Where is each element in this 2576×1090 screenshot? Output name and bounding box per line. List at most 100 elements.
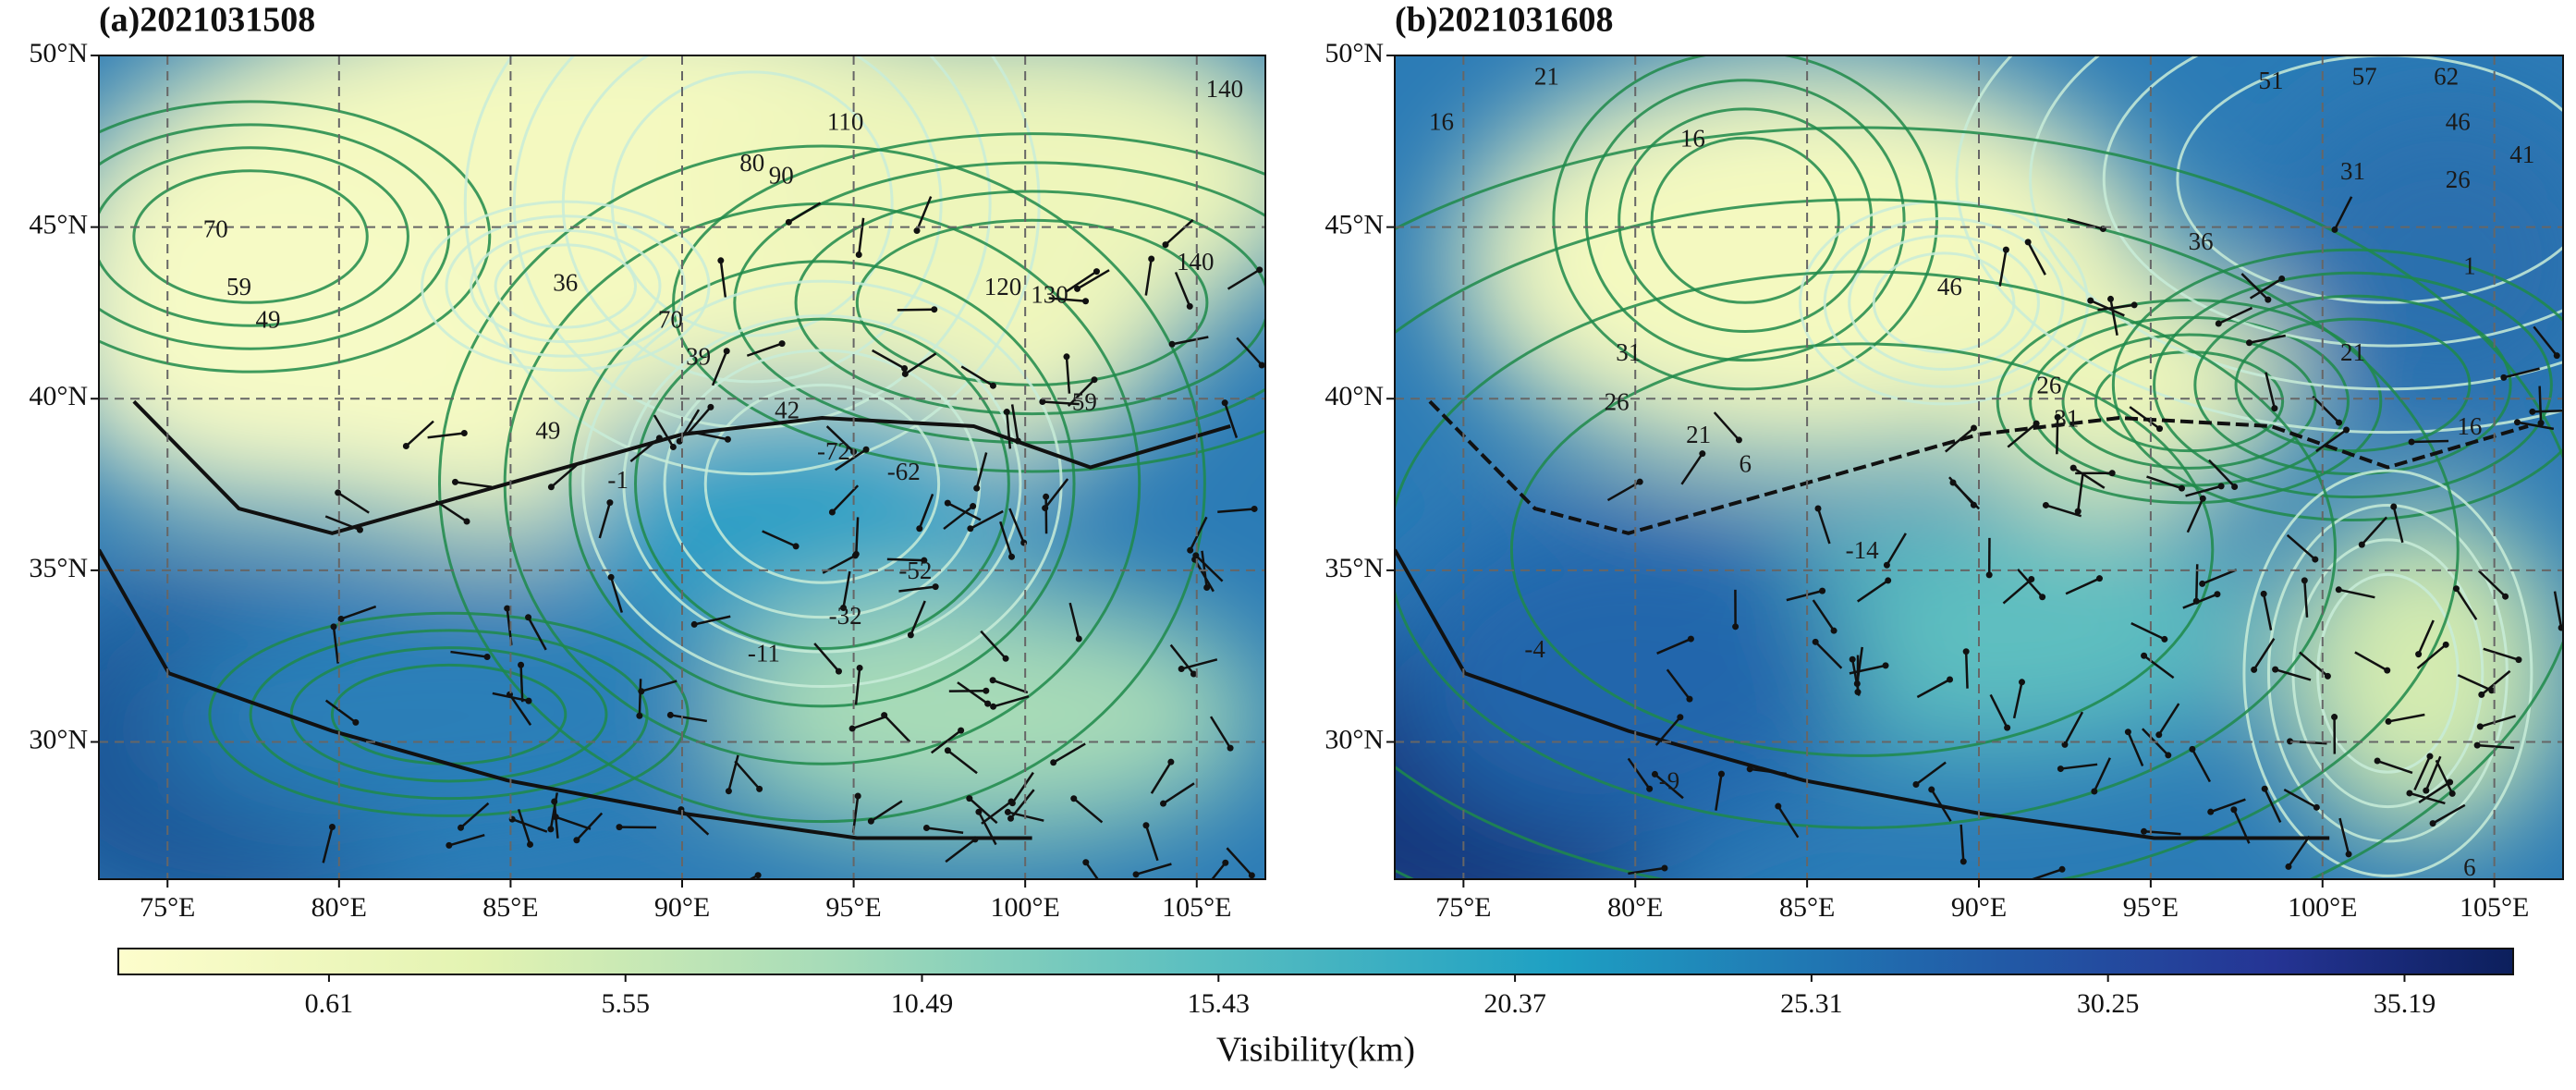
contour-label: 16 <box>1429 108 1454 136</box>
station-dot <box>1775 803 1781 810</box>
station-dot <box>2003 247 2009 253</box>
station-dot <box>1637 479 1643 485</box>
station-dot <box>901 365 908 372</box>
station-dot <box>1688 636 1694 643</box>
station-dot <box>1222 860 1228 866</box>
station-dot <box>990 704 996 710</box>
station-dot <box>856 251 862 258</box>
station-dot <box>2043 502 2049 508</box>
station-dot <box>1646 786 1653 792</box>
y-tick-label: 50°N <box>1325 38 1384 68</box>
station-dot <box>573 837 580 843</box>
station-dot <box>1076 635 1082 642</box>
station-dot <box>403 443 409 449</box>
station-dot <box>931 306 937 312</box>
contour-label: 120 <box>984 273 1022 300</box>
station-dot <box>1963 648 1970 655</box>
station-dot <box>2301 577 2308 583</box>
station-dot <box>504 606 510 612</box>
station-dot <box>945 500 951 507</box>
station-dot <box>2189 746 2195 753</box>
contour-label: 90 <box>769 161 794 189</box>
station-dot <box>2331 227 2338 233</box>
station-dot <box>2019 679 2025 685</box>
station-dot <box>881 712 887 718</box>
station-dot <box>1008 554 1015 560</box>
station-dot <box>725 436 731 443</box>
station-dot <box>2515 656 2521 663</box>
contour-label: 26 <box>2036 372 2061 399</box>
station-dot <box>656 435 663 441</box>
station-dot <box>2155 731 2162 738</box>
station-dot <box>2343 427 2350 434</box>
contour-label: 16 <box>1680 124 1705 152</box>
station-dot <box>452 479 458 485</box>
station-dot <box>608 574 615 581</box>
station-dot <box>1091 376 1097 383</box>
station-dot <box>678 806 684 813</box>
station-dot <box>1187 303 1193 310</box>
station-dot <box>352 719 359 726</box>
station-dot <box>2070 465 2077 472</box>
station-dot <box>2529 409 2535 415</box>
station-dot <box>972 836 979 842</box>
contour-label: -14 <box>1846 536 1879 564</box>
station-dot <box>1082 298 1089 304</box>
station-dot <box>2109 470 2116 476</box>
station-dot <box>337 616 344 622</box>
y-tick-label: 40°N <box>29 381 88 411</box>
station-dot <box>1074 286 1080 292</box>
colorbar-tick-label: 15.43 <box>1188 988 1251 1019</box>
colorbar-tick-label: 35.19 <box>2374 988 2436 1019</box>
station-dot <box>2214 591 2220 597</box>
station-dot <box>1249 872 1255 878</box>
contour-label: 21 <box>1534 63 1559 91</box>
station-dot <box>2538 420 2545 426</box>
station-dot <box>2390 504 2397 510</box>
station-dot <box>2262 786 2268 792</box>
contour-label: 140 <box>1177 248 1215 276</box>
station-dot <box>1167 759 1174 765</box>
y-tick-label: 35°N <box>1325 553 1384 583</box>
contour-label: 140 <box>1206 75 1244 103</box>
field-blob <box>41 179 507 508</box>
station-dot <box>1187 547 1193 554</box>
station-dot <box>617 824 623 830</box>
contour-label: -52 <box>898 557 932 584</box>
x-tick-label: 95°E <box>825 892 881 923</box>
station-dot <box>1718 771 1725 778</box>
station-dot <box>1652 771 1658 778</box>
contour-label: 46 <box>1937 273 1962 300</box>
station-dot <box>2091 788 2097 794</box>
station-dot <box>2406 790 2412 796</box>
station-dot <box>2278 276 2285 282</box>
station-dot <box>2141 653 2147 659</box>
station-dot <box>525 614 531 620</box>
x-tick-label: 105°E <box>2460 892 2529 923</box>
station-dot <box>2449 790 2456 797</box>
wind-barb <box>1966 652 1967 689</box>
x-tick-label: 75°E <box>1435 892 1491 923</box>
station-dot <box>2033 421 2040 427</box>
station-dot <box>2384 667 2390 674</box>
station-dot <box>691 621 698 628</box>
station-dot <box>2430 820 2436 827</box>
station-dot <box>553 814 559 820</box>
station-dot <box>2199 581 2205 587</box>
x-tick-label: 90°E <box>654 892 710 923</box>
station-dot <box>1971 502 1977 508</box>
station-dot <box>2375 758 2381 765</box>
x-tick-label: 80°E <box>311 892 367 923</box>
station-dot <box>2426 753 2433 760</box>
contour-label: 46 <box>2446 108 2471 136</box>
station-dot <box>2125 729 2131 735</box>
station-dot <box>518 662 524 668</box>
station-dot <box>1251 506 1258 512</box>
station-dot <box>2386 718 2392 725</box>
x-tick-label: 100°E <box>991 892 1060 923</box>
contour-label: 51 <box>2259 67 2284 94</box>
station-dot <box>973 485 980 492</box>
y-tick-label: 45°N <box>29 210 88 240</box>
station-dot <box>2251 667 2257 673</box>
station-dot <box>1005 809 1011 815</box>
